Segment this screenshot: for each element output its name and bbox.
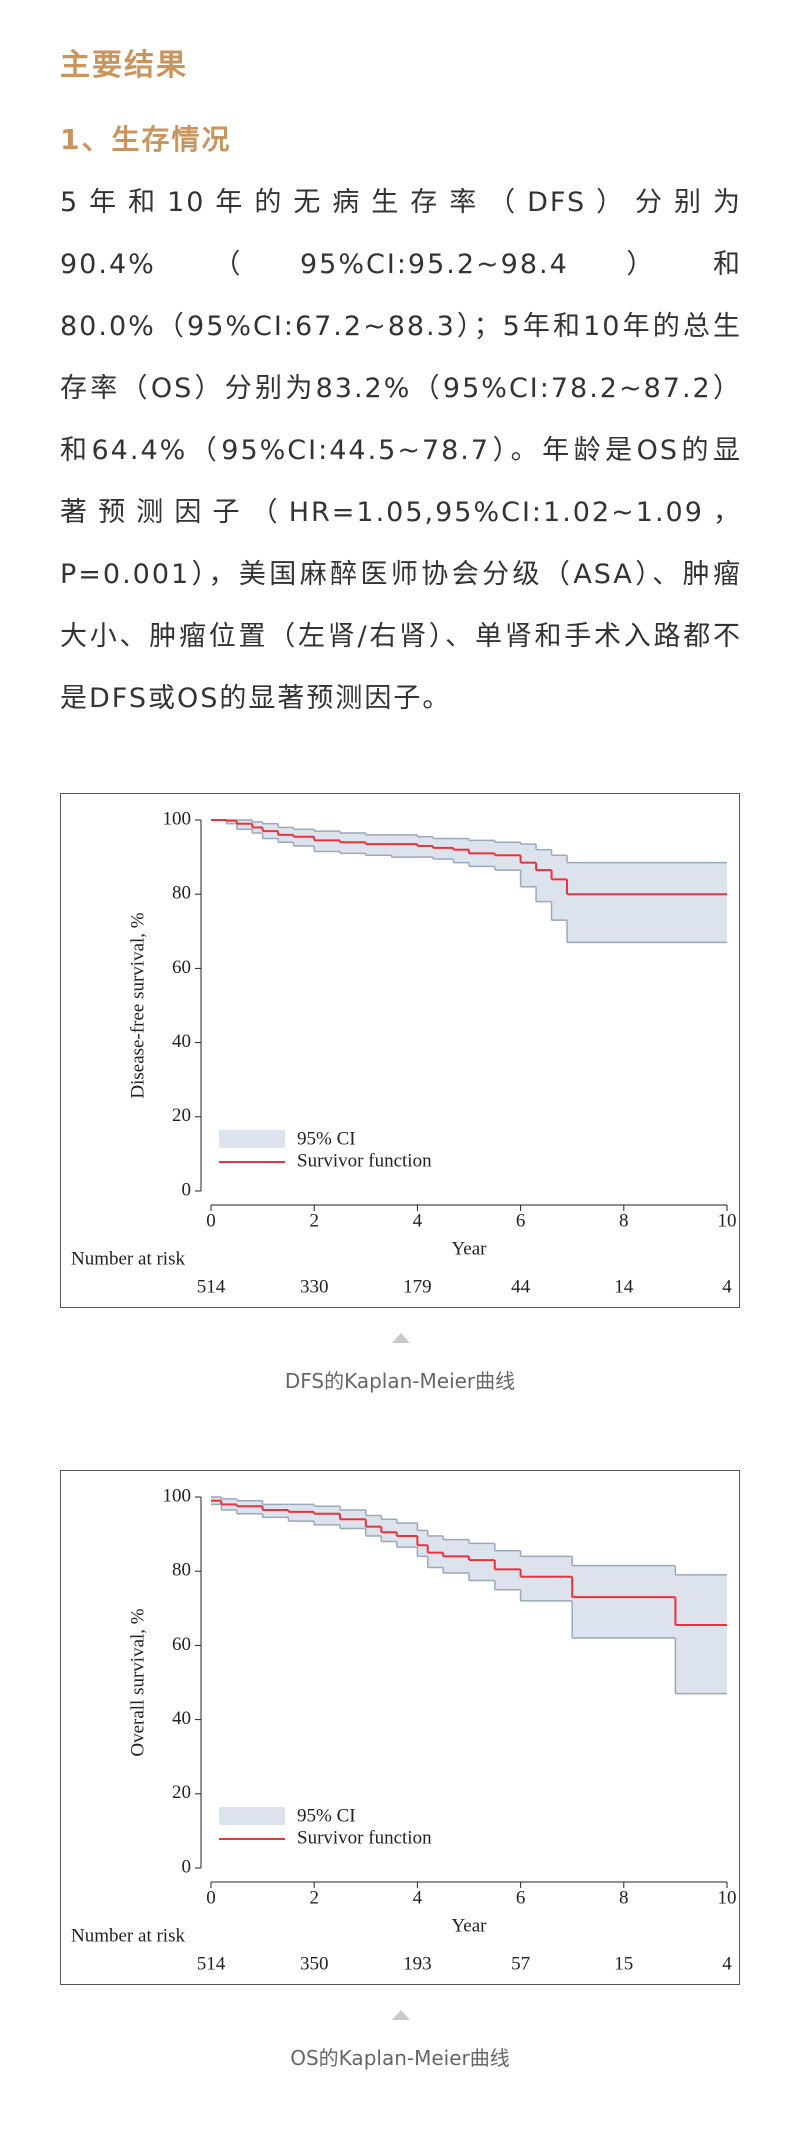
chart-caption: OS的Kaplan-Meier曲线 — [290, 2046, 510, 2070]
legend-label: 95% CI — [297, 1805, 356, 1826]
caption-marker — [392, 2010, 410, 2020]
y-tick-label: 60 — [172, 1634, 191, 1655]
risk-value: 179 — [403, 1276, 432, 1297]
ci-band — [675, 1574, 727, 1694]
risk-value: 15 — [614, 1953, 633, 1974]
section-title: 主要结果 — [60, 48, 188, 83]
chart-box: 0 20 40 60 80 100 0 2 4 6 8 10 Year Overall survival,… — [60, 1470, 740, 1985]
ci-band — [572, 1565, 676, 1638]
y-tick-label: 20 — [172, 1105, 191, 1126]
y-tick-label: 60 — [172, 957, 191, 978]
legend-swatch — [219, 1130, 285, 1148]
risk-value: 4 — [722, 1276, 732, 1297]
x-tick-label: 0 — [206, 1887, 216, 1908]
subsection-title: 1、生存情况 — [60, 123, 232, 156]
ci-band — [391, 834, 418, 858]
chart: 0 20 40 60 80 100 0 2 4 6 8 10 Year Disease-free surv… — [71, 808, 737, 1297]
ci-band — [314, 1506, 340, 1525]
risk-value: 4 — [722, 1953, 732, 1974]
x-tick-label: 6 — [516, 1887, 526, 1908]
y-tick-label: 40 — [172, 1708, 191, 1729]
y-tick-label: 80 — [172, 1560, 191, 1581]
ci-band — [469, 1543, 495, 1581]
chart-box: 0 20 40 60 80 100 0 2 4 6 8 10 Year Disease-free surv… — [60, 793, 740, 1308]
risk-label: Number at risk — [71, 1925, 185, 1946]
x-tick-label: 8 — [619, 1210, 629, 1231]
risk-label: Number at risk — [71, 1248, 185, 1269]
risk-value: 350 — [300, 1953, 329, 1974]
chart-caption: DFS的Kaplan-Meier曲线 — [284, 1369, 516, 1393]
ci-band — [417, 1530, 428, 1557]
risk-value: 44 — [511, 1276, 530, 1297]
x-tick-label: 2 — [309, 1887, 319, 1908]
y-tick-label: 0 — [182, 1179, 192, 1200]
ci-band — [226, 820, 237, 824]
y-tick-label: 40 — [172, 1031, 191, 1052]
y-tick-label: 80 — [172, 883, 191, 904]
ci-band — [567, 862, 727, 943]
ci-band — [536, 849, 552, 902]
x-tick-label: 10 — [718, 1887, 737, 1908]
caption-marker — [392, 1333, 410, 1343]
x-tick-label: 4 — [413, 1887, 423, 1908]
ci-band — [520, 844, 537, 887]
x-tick-label: 8 — [619, 1887, 629, 1908]
risk-value: 57 — [511, 1953, 530, 1974]
x-tick-label: 10 — [718, 1210, 737, 1231]
risk-value: 330 — [300, 1276, 329, 1297]
y-axis-label: Disease-free survival, % — [127, 912, 148, 1098]
ci-band — [520, 1556, 573, 1601]
y-tick-label: 0 — [182, 1856, 192, 1877]
chart: 0 20 40 60 80 100 0 2 4 6 8 10 Year Overall survival,… — [71, 1485, 737, 1974]
risk-value: 514 — [197, 1276, 226, 1297]
x-tick-label: 4 — [413, 1210, 423, 1231]
y-axis-label: Overall survival, % — [127, 1608, 148, 1756]
x-axis-label: Year — [451, 1915, 487, 1936]
x-axis-label: Year — [451, 1238, 487, 1259]
x-tick-label: 2 — [309, 1210, 319, 1231]
y-tick-label: 100 — [163, 1485, 192, 1506]
x-tick-label: 0 — [206, 1210, 216, 1231]
risk-value: 514 — [197, 1953, 226, 1974]
ci-band — [551, 855, 568, 921]
paragraph: 5年和10年的无病生存率（DFS）分别为90.4%（95%CI:95.2~98.… — [60, 187, 742, 714]
risk-value: 14 — [614, 1276, 634, 1297]
legend-label: 95% CI — [297, 1128, 356, 1149]
legend-label: Survivor function — [297, 1150, 432, 1171]
x-tick-label: 6 — [516, 1210, 526, 1231]
legend-swatch — [219, 1807, 285, 1825]
risk-value: 193 — [403, 1953, 432, 1974]
ci-band — [381, 1519, 397, 1542]
y-tick-label: 20 — [172, 1782, 191, 1803]
y-tick-label: 100 — [163, 808, 192, 829]
legend-label: Survivor function — [297, 1827, 432, 1848]
